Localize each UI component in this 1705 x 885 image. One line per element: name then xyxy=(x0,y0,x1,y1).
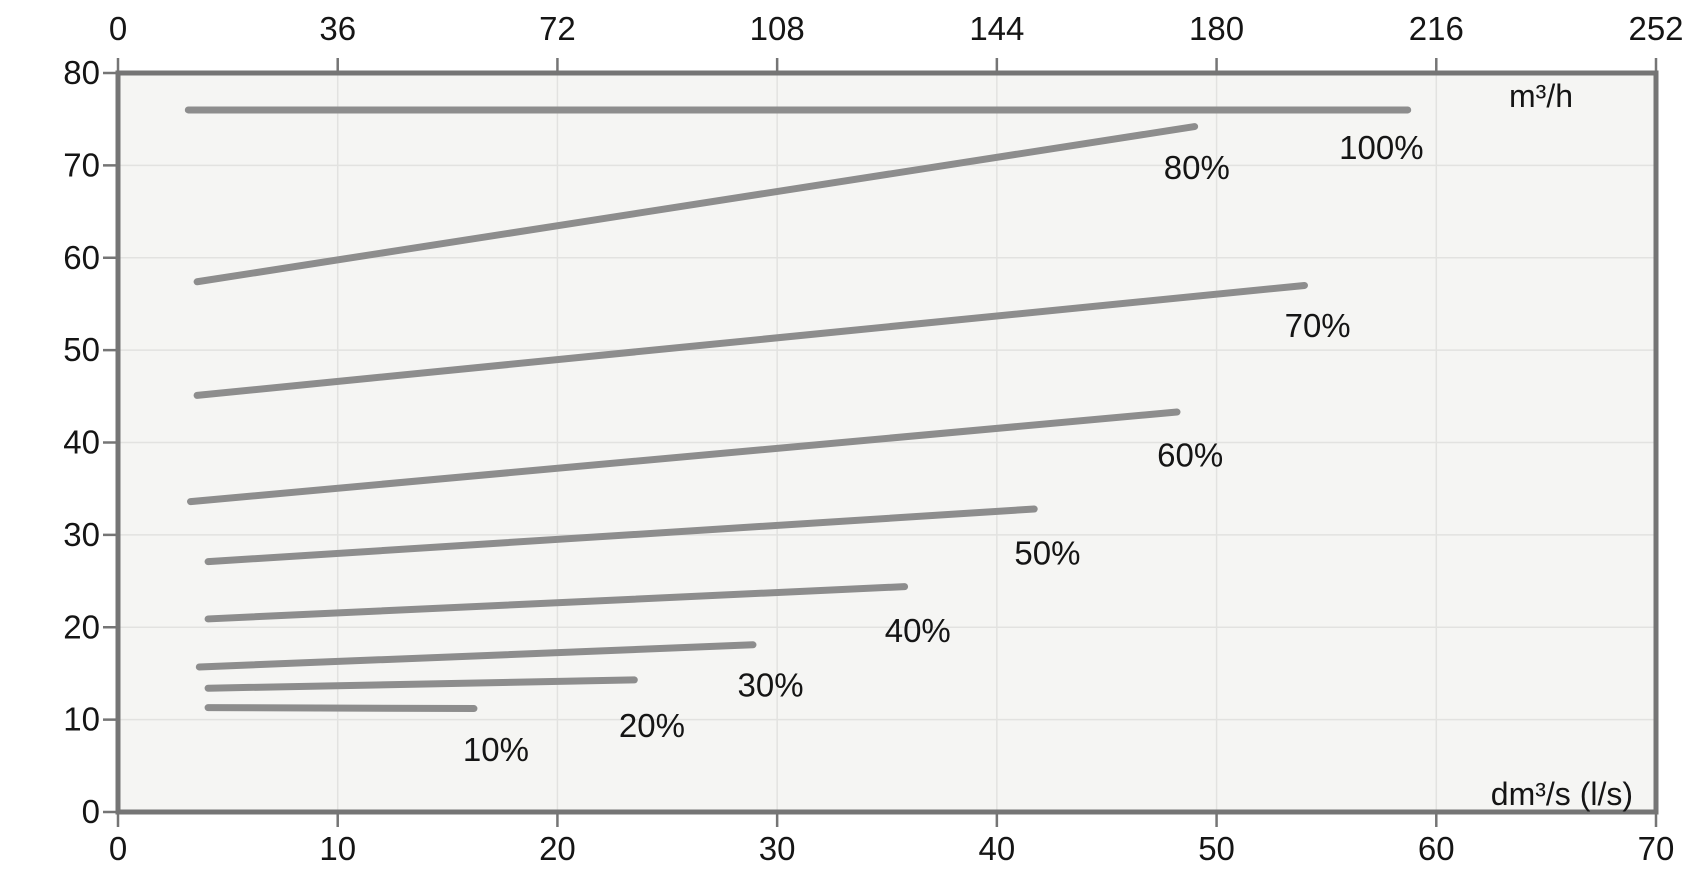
top-axis-tick-label: 216 xyxy=(1409,10,1464,47)
series-line-30% xyxy=(195,641,757,671)
top-axis-tick-label: 252 xyxy=(1628,10,1683,47)
bottom-axis-tick-label: 60 xyxy=(1418,830,1455,867)
series-label-40%: 40% xyxy=(885,612,951,649)
top-axis-tick-label: 180 xyxy=(1189,10,1244,47)
series-label-80%: 80% xyxy=(1164,149,1230,186)
bottom-axis-tick-label: 40 xyxy=(978,830,1015,867)
series-label-100%: 100% xyxy=(1339,129,1423,166)
bottom-axis-unit-label: dm³/s (l/s) xyxy=(1491,776,1633,812)
series-line-20% xyxy=(204,676,638,692)
y-axis-tick-label: 30 xyxy=(63,516,100,553)
series-line-60% xyxy=(187,408,1181,506)
series-line-50% xyxy=(204,505,1038,566)
top-axis-tick-label: 36 xyxy=(319,10,356,47)
y-axis-tick-label: 40 xyxy=(63,424,100,461)
y-axis-tick-label: 80 xyxy=(63,54,100,91)
y-axis-tick-label: 60 xyxy=(63,239,100,276)
y-axis-tick-label: 50 xyxy=(63,331,100,368)
bottom-axis-tick-label: 30 xyxy=(759,830,796,867)
top-axis-tick-label: 144 xyxy=(969,10,1024,47)
series-label-70%: 70% xyxy=(1285,307,1351,344)
series-line-80% xyxy=(193,123,1199,286)
series-label-60%: 60% xyxy=(1157,436,1223,473)
y-axis-tick-label: 0 xyxy=(82,793,100,830)
top-axis-unit-label: m³/h xyxy=(1509,78,1573,114)
series-label-20%: 20% xyxy=(619,707,685,744)
y-axis-tick-label: 70 xyxy=(63,146,100,183)
bottom-axis-tick-label: 10 xyxy=(319,830,356,867)
bottom-axis-tick-label: 50 xyxy=(1198,830,1235,867)
series-label-50%: 50% xyxy=(1014,534,1080,571)
top-axis-tick-label: 108 xyxy=(750,10,805,47)
series-line-70% xyxy=(193,281,1308,399)
y-axis-tick-label: 10 xyxy=(63,701,100,738)
series-label-10%: 10% xyxy=(463,731,529,768)
bottom-axis-tick-label: 70 xyxy=(1638,830,1675,867)
y-axis-tick-label: 20 xyxy=(63,608,100,645)
plot-border xyxy=(115,70,1659,815)
series-line-40% xyxy=(204,583,909,623)
top-axis-tick-label: 72 xyxy=(539,10,576,47)
series-line-10% xyxy=(204,704,478,713)
bottom-axis-tick-label: 20 xyxy=(539,830,576,867)
bottom-axis-tick-label: 0 xyxy=(109,830,127,867)
series-label-30%: 30% xyxy=(738,666,804,703)
top-axis-tick-label: 0 xyxy=(109,10,127,47)
